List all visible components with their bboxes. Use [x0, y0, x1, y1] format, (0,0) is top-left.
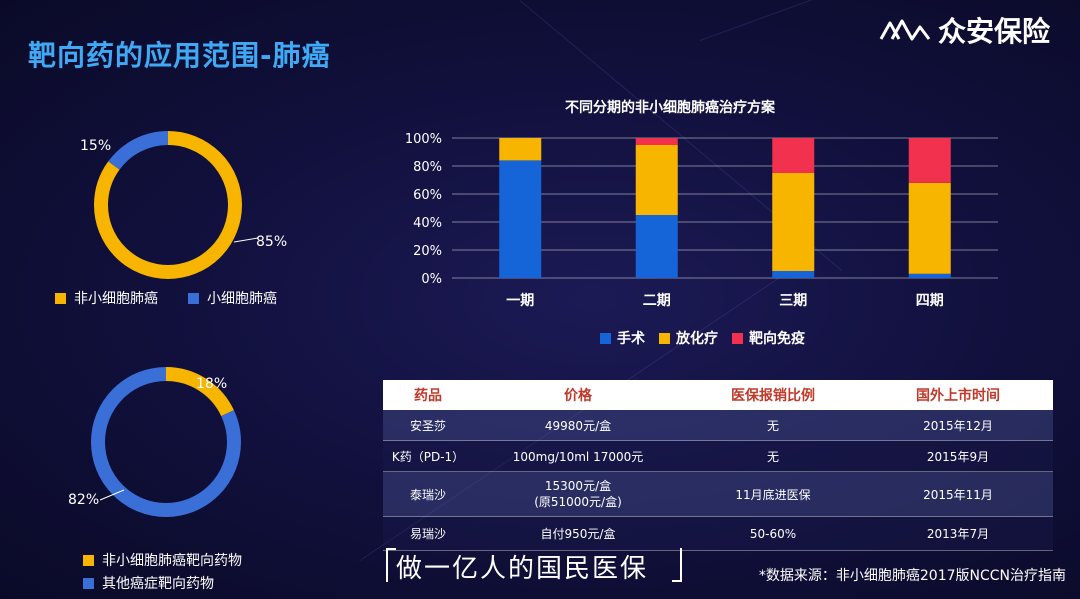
donut-top-label-small-cell: 15% [80, 138, 112, 154]
price-cell: 49980元/盒 [473, 410, 683, 441]
table-row: 安圣莎 49980元/盒 无 2015年12月 [383, 410, 1053, 441]
launch-date-cell: 2013年7月 [863, 516, 1053, 551]
donut-segment-blue [91, 367, 241, 517]
drug-table: 药品 价格 医保报销比例 国外上市时间 安圣莎 49980元/盒 无 2015年… [383, 380, 1053, 551]
launch-date-cell: 2015年9月 [863, 440, 1053, 472]
drug-name-cell: 泰瑞沙 [383, 471, 473, 517]
table-header: 价格 [473, 380, 683, 410]
table-header: 国外上市时间 [863, 380, 1053, 410]
chart-title: 不同分期的非小细胞肺癌治疗方案 [565, 100, 775, 116]
price-line: 15300元/盒 [544, 479, 612, 493]
launch-date-cell: 2015年11月 [863, 471, 1053, 517]
price-line-original: (原51000元/盒) [534, 495, 622, 509]
slogan-bracket-left [386, 548, 396, 582]
bar-segment [908, 182, 951, 274]
y-tick-label: 100% [405, 132, 442, 147]
bar-segment [499, 138, 542, 161]
reimbursement-cell: 50-60% [683, 516, 863, 551]
donut-top-legend: 非小细胞肺癌 小细胞肺癌 [55, 288, 277, 308]
legend-item-chemoradiotherapy: 放化疗 [659, 328, 718, 348]
x-tick-label: 一期 [506, 293, 534, 309]
brand-name: 众安保险 [937, 15, 1050, 48]
launch-date-cell: 2015年12月 [863, 410, 1053, 441]
drug-name-cell: 安圣莎 [383, 410, 473, 441]
slogan-bracket-right [672, 548, 682, 582]
zhongan-logo-icon [879, 19, 931, 41]
x-tick-label: 二期 [643, 293, 671, 309]
bar-segment [772, 138, 815, 173]
table-header-row: 药品 价格 医保报销比例 国外上市时间 [383, 380, 1053, 410]
drug-name-cell: 易瑞沙 [383, 516, 473, 551]
x-tick-label: 四期 [916, 293, 944, 309]
bar-chart-legend: 手术 放化疗 靶向免疫 [600, 328, 805, 348]
donut-bottom-label-other: 82% [68, 492, 100, 508]
donut-bottom-legend-item: 其他癌症靶向药物 [83, 573, 214, 593]
y-tick-label: 0% [421, 272, 442, 287]
legend-label: 放化疗 [676, 331, 718, 347]
lung-cancer-type-donut [94, 131, 242, 279]
brand: 众安保险 [878, 10, 1050, 50]
table-row: K药（PD-1） 100mg/10ml 17000元 无 2015年9月 [383, 440, 1053, 472]
legend-item-targeted-immuno: 靶向免疫 [732, 328, 805, 348]
reimbursement-cell: 无 [683, 410, 863, 441]
targeted-drug-share-donut [91, 367, 241, 517]
donut-bottom-leader-line [99, 489, 125, 501]
table-row: 易瑞沙 自付950元/盒 50-60% 2013年7月 [383, 516, 1053, 551]
bar-segment [908, 273, 951, 278]
price-cell: 15300元/盒 (原51000元/盒) [473, 471, 683, 517]
bar-segment [772, 173, 815, 271]
y-tick-label: 60% [413, 188, 442, 203]
legend-swatch-yellow [55, 292, 66, 304]
y-tick-label: 40% [413, 216, 442, 231]
legend-swatch-yellow [83, 554, 94, 566]
donut-segment-blue [94, 131, 242, 279]
bar-segment [908, 138, 951, 183]
bar-segment [635, 215, 678, 278]
y-tick-label: 20% [413, 244, 442, 259]
source-note: *数据来源：非小细胞肺癌2017版NCCN治疗指南 [758, 568, 1066, 584]
legend-label: 靶向免疫 [749, 331, 805, 347]
legend-label: 非小细胞肺癌 [74, 291, 158, 307]
treatment-stacked-bar-chart: 0% 20% 40% 60% 80% 100% 一期 二期 三期 四期 [405, 132, 998, 309]
price-cell: 自付950元/盒 [473, 516, 683, 551]
page-title: 靶向药的应用范围-肺癌 [28, 39, 331, 72]
price-cell: 100mg/10ml 17000元 [473, 440, 683, 472]
legend-swatch-red [732, 332, 743, 344]
donut-top-leader-line [233, 237, 259, 243]
legend-item-surgery: 手术 [600, 328, 645, 348]
donut-bottom-label-nsclc: 18% [196, 376, 228, 392]
slogan: 做一亿人的国民医保 [396, 554, 649, 584]
legend-label: 非小细胞肺癌靶向药物 [102, 553, 242, 569]
legend-swatch-yellow [659, 332, 670, 344]
legend-swatch-blue [600, 332, 611, 344]
legend-swatch-blue [83, 577, 94, 589]
x-tick-label: 三期 [779, 293, 807, 309]
bar-segment [635, 138, 678, 145]
donut-top-label-non-small-cell: 85% [256, 234, 288, 250]
legend-label: 小细胞肺癌 [207, 291, 277, 307]
legend-label: 其他癌症靶向药物 [102, 576, 214, 592]
y-tick-label: 80% [413, 160, 442, 175]
table-header: 药品 [383, 380, 473, 410]
reimbursement-cell: 11月底进医保 [683, 471, 863, 517]
bar-segment [499, 160, 542, 278]
bar-segment [772, 271, 815, 278]
legend-label: 手术 [617, 331, 645, 347]
table-row: 泰瑞沙 15300元/盒 (原51000元/盒) 11月底进医保 2015年11… [383, 471, 1053, 517]
bar-segment [635, 145, 678, 215]
legend-swatch-blue [188, 292, 199, 304]
drug-name-cell: K药（PD-1） [383, 440, 473, 472]
donut-bottom-legend-item: 非小细胞肺癌靶向药物 [83, 550, 242, 570]
reimbursement-cell: 无 [683, 440, 863, 472]
table-header: 医保报销比例 [683, 380, 863, 410]
